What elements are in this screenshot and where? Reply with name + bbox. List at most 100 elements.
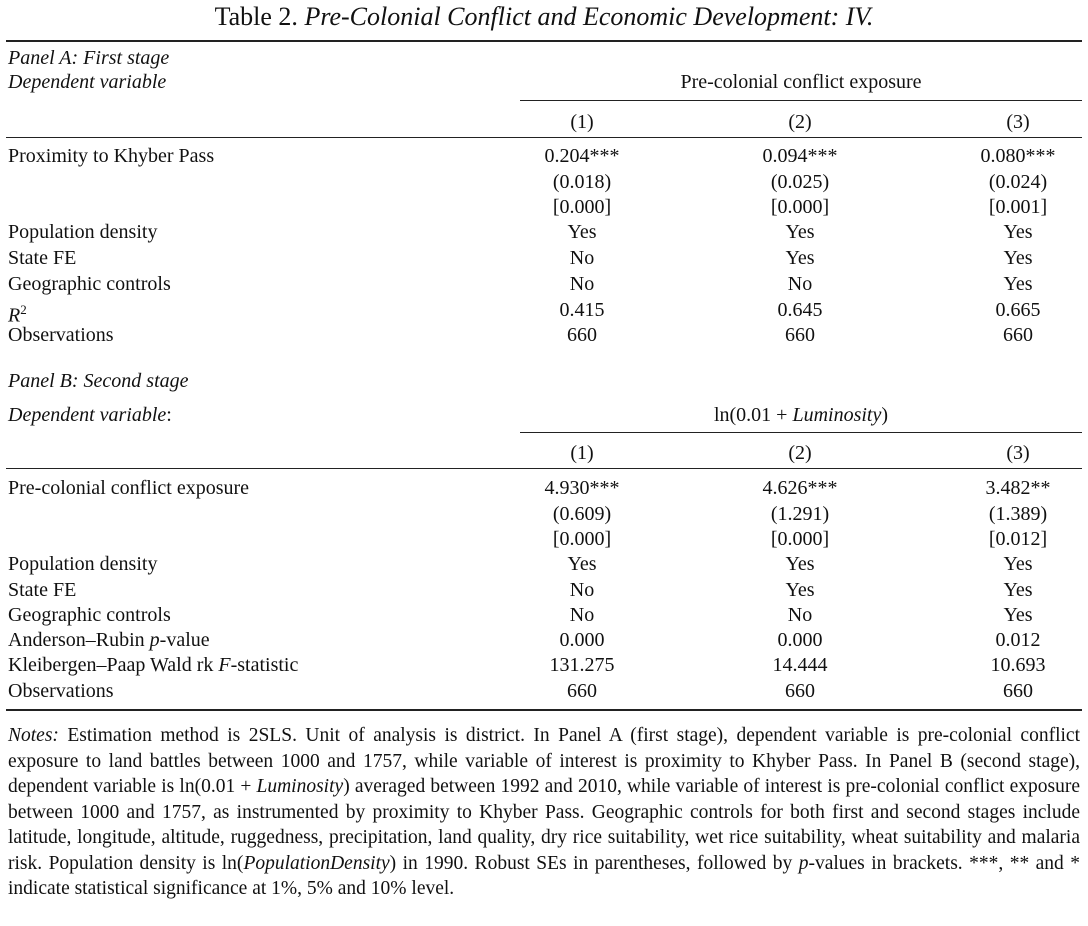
table-cell: Yes xyxy=(567,553,597,575)
table-cell: Yes xyxy=(1003,579,1033,601)
panel-b-dep-var-label: Dependent variable xyxy=(8,404,167,426)
label-italic: F xyxy=(218,654,231,676)
table-caption: Pre-Colonial Conflict and Economic Devel… xyxy=(304,2,874,31)
panel-b-dep-var-label-wrap: Dependent variable: xyxy=(8,404,172,426)
row-label: Observations xyxy=(8,680,114,702)
notes-label: Notes: xyxy=(8,725,59,746)
notes-text: -values in brackets. ***, ** and * indic… xyxy=(8,852,1081,900)
dep-var-suffix: ) xyxy=(881,404,889,426)
table-cell: [0.012] xyxy=(988,528,1048,550)
table-cell: 10.693 xyxy=(990,654,1046,676)
table-cell: Yes xyxy=(567,221,597,243)
table-cell: [0.000] xyxy=(770,196,830,218)
panel-a-col-header: (3) xyxy=(1006,111,1030,133)
panel-a-label: Panel A: First stage xyxy=(8,47,170,69)
table-number: Table 2. xyxy=(214,2,298,31)
top-rule xyxy=(6,40,1082,42)
panel-a-header-rule xyxy=(6,137,1082,138)
table-cell: (0.609) xyxy=(552,503,612,525)
table-cell: 0.000 xyxy=(559,629,605,651)
table-cell: Yes xyxy=(1003,247,1033,269)
table-cell: 660 xyxy=(785,324,815,346)
table-cell: (1.389) xyxy=(988,503,1048,525)
dep-var-italic: Luminosity xyxy=(792,404,882,426)
panel-a-col-header: (1) xyxy=(570,111,594,133)
table-cell: 0.000 xyxy=(777,629,823,651)
label-suffix: -statistic xyxy=(230,654,299,676)
table-cell: 660 xyxy=(1003,680,1033,702)
table-cell: 131.275 xyxy=(549,654,615,676)
row-label: Population density xyxy=(8,221,158,243)
table-cell: No xyxy=(787,273,813,295)
table-notes: Notes: Estimation method is 2SLS. Unit o… xyxy=(8,723,1080,902)
notes-text: ) averaged between 1992 and 2010, while … xyxy=(8,776,1080,874)
panel-b-col-header: (1) xyxy=(570,442,594,464)
label-text: Kleibergen–Paap Wald rk xyxy=(8,654,219,676)
row-label-kleibergen-paap: Kleibergen–Paap Wald rk F-statistic xyxy=(8,653,298,677)
row-label: Population density xyxy=(8,553,158,575)
table-cell: 4.930*** xyxy=(544,477,620,499)
panel-b-col-header: (2) xyxy=(788,442,812,464)
table-cell: Yes xyxy=(785,553,815,575)
bottom-rule xyxy=(6,709,1082,711)
row-label: State FE xyxy=(8,247,77,269)
panel-b-label: Panel B: Second stage xyxy=(8,370,189,392)
table-cell: 3.482** xyxy=(985,477,1051,499)
table-cell: [0.000] xyxy=(552,528,612,550)
table-cell: Yes xyxy=(1003,553,1033,575)
table-cell: 14.444 xyxy=(772,654,828,676)
dep-var-prefix: ln(0.01 + xyxy=(713,404,793,426)
table-cell: 0.080*** xyxy=(980,145,1056,167)
notes-italic: PopulationDensity xyxy=(243,852,390,874)
table-cell: (0.025) xyxy=(770,171,830,193)
row-label: Proximity to Khyber Pass xyxy=(8,145,215,167)
table-cell: 4.626*** xyxy=(762,477,838,499)
table-cell: 0.645 xyxy=(777,299,823,321)
table-cell: Yes xyxy=(1003,221,1033,243)
panel-b-dep-var: ln(0.01 + Luminosity) xyxy=(520,403,1082,427)
table-cell: 660 xyxy=(1003,324,1033,346)
r-superscript: 2 xyxy=(20,302,27,317)
notes-text: ) in 1990. Robust SEs in parentheses, fo… xyxy=(389,852,799,874)
row-label: Geographic controls xyxy=(8,604,171,626)
row-label: Pre-colonial conflict exposure xyxy=(8,477,250,499)
table-cell: [0.000] xyxy=(770,528,830,550)
table-cell: No xyxy=(569,247,595,269)
table-cell: [0.000] xyxy=(552,196,612,218)
table-cell: No xyxy=(569,273,595,295)
table-cell: No xyxy=(569,579,595,601)
notes-text: Estimation method is 2SLS. Unit of analy… xyxy=(8,725,1080,797)
table-cell: Yes xyxy=(785,221,815,243)
table-cell: 660 xyxy=(785,680,815,702)
notes-italic: Luminosity xyxy=(256,776,344,797)
table-cell: 0.204*** xyxy=(544,145,620,167)
row-label-anderson-rubin: Anderson–Rubin p-value xyxy=(8,628,210,652)
panel-a-spanner-rule xyxy=(520,100,1082,101)
table-cell: (1.291) xyxy=(770,503,830,525)
row-label-r-squared: R2 xyxy=(8,298,27,328)
table-cell: 0.665 xyxy=(995,299,1041,321)
table-cell: (0.018) xyxy=(552,171,612,193)
table-cell: [0.001] xyxy=(988,196,1048,218)
row-label: Geographic controls xyxy=(8,273,171,295)
r-symbol: R xyxy=(8,304,21,327)
label-text: Anderson–Rubin xyxy=(8,629,150,651)
table-cell: 0.094*** xyxy=(762,145,838,167)
row-label: Observations xyxy=(8,324,114,346)
panel-a-dep-var-label: Dependent variable xyxy=(8,71,167,93)
panel-a-dep-var: Pre-colonial conflict exposure xyxy=(680,71,922,93)
label-italic: p xyxy=(149,629,160,651)
table-cell: No xyxy=(787,604,813,626)
row-label: State FE xyxy=(8,579,77,601)
table-cell: Yes xyxy=(1003,273,1033,295)
panel-a-col-header: (2) xyxy=(788,111,812,133)
panel-b-col-header: (3) xyxy=(1006,442,1030,464)
panel-b-spanner-rule xyxy=(520,432,1082,433)
table-cell: 660 xyxy=(567,680,597,702)
table-cell: Yes xyxy=(785,579,815,601)
table-cell: Yes xyxy=(1003,604,1033,626)
table-cell: 660 xyxy=(567,324,597,346)
table-title: Table 2. Pre-Colonial Conflict and Econo… xyxy=(0,2,1088,32)
table-cell: 0.415 xyxy=(559,299,605,321)
panel-b-header-rule xyxy=(6,468,1082,469)
